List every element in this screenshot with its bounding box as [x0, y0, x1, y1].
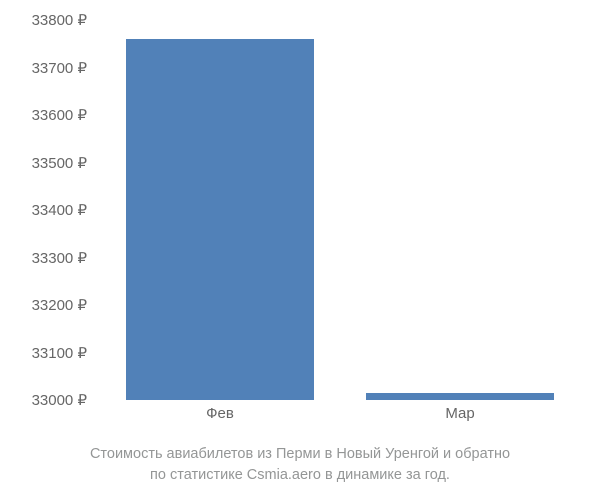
y-tick-label: 33800 ₽	[32, 11, 87, 29]
x-axis: Фев Мар	[100, 405, 580, 435]
caption-line2: по статистике Csmia.aero в динамике за г…	[150, 467, 450, 483]
y-tick-label: 33700 ₽	[32, 59, 87, 77]
y-tick-label: 33300 ₽	[32, 249, 87, 267]
y-tick-label: 33100 ₽	[32, 344, 87, 362]
chart-plot	[100, 20, 580, 400]
caption-line1: Стоимость авиабилетов из Перми в Новый У…	[90, 446, 510, 462]
y-tick-label: 33200 ₽	[32, 296, 87, 314]
bars-container	[100, 20, 580, 400]
y-tick-label: 33400 ₽	[32, 201, 87, 219]
y-tick-label: 33600 ₽	[32, 106, 87, 124]
bar	[126, 39, 313, 400]
x-tick-label: Мар	[445, 405, 474, 422]
chart-caption: Стоимость авиабилетов из Перми в Новый У…	[0, 444, 600, 485]
y-tick-label: 33500 ₽	[32, 154, 87, 172]
y-axis: 33000 ₽33100 ₽33200 ₽33300 ₽33400 ₽33500…	[0, 20, 95, 400]
y-tick-label: 33000 ₽	[32, 391, 87, 409]
x-tick-label: Фев	[206, 405, 234, 422]
bar	[366, 393, 553, 400]
